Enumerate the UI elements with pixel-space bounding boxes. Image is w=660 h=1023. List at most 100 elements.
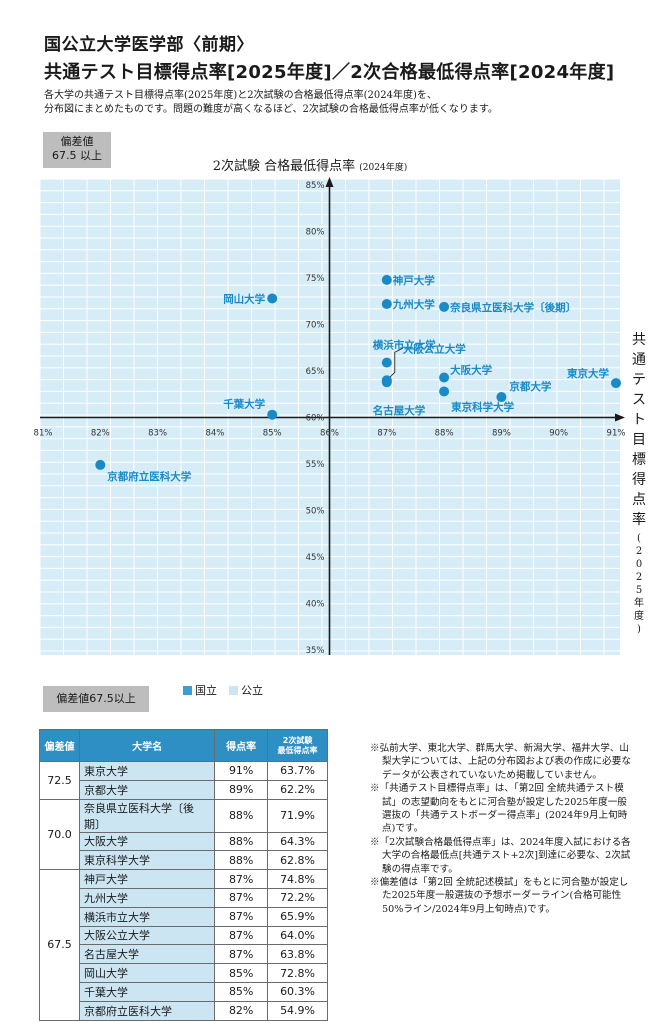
- footnote: ※弘前大学、東北大学、群馬大学、新潟大学、福井大学、山梨大学については、上記の分…: [370, 743, 631, 781]
- legend-public-label: 公立: [241, 684, 263, 697]
- x-tick-label: 86%: [320, 429, 339, 439]
- footnotes: ※弘前大学、東北大学、群馬大学、新潟大学、福井大学、山梨大学については、上記の分…: [370, 742, 632, 916]
- deviation-badge-top: 偏差値 67.5 以上: [43, 132, 111, 168]
- table-row: 大阪公立大学 87% 64.0%: [40, 925, 328, 946]
- data-point: [381, 357, 392, 368]
- cell-second-exam: 64.0%: [267, 925, 328, 946]
- data-point: [439, 301, 450, 312]
- cell-score: 85%: [214, 981, 269, 1002]
- cell-university: 大阪公立大学: [78, 925, 216, 946]
- y-tick-label: 80%: [306, 228, 325, 238]
- cell-university: 大阪大学: [78, 831, 216, 852]
- data-point-label: 千葉大学: [223, 398, 265, 411]
- cell-deviation: 67.5: [39, 869, 80, 1021]
- data-point-label: 大阪公立大学: [403, 342, 466, 355]
- x-tick-label: 88%: [435, 429, 454, 439]
- legend-national-label: 国立: [195, 684, 217, 697]
- scatter-chart: 81% 82% 83% 84% 85% 86% 87% 88% 89% 90% 91% 85% 80% 7…: [34, 177, 626, 656]
- cell-deviation: 70.0: [39, 798, 80, 871]
- data-point-label: 大阪大学: [450, 364, 492, 377]
- page-title: 国公立大学医学部〈前期〉: [44, 35, 254, 55]
- x-tick-label: 89%: [492, 429, 511, 439]
- y-axis-label-main: 共通テスト目標得点率: [632, 332, 646, 528]
- cell-second-exam: 72.2%: [267, 887, 328, 908]
- cell-deviation: 72.5: [39, 761, 80, 800]
- university-table: 偏差値 大学名 得点率 2次試験 最低得点率 72.5 東京大学 91% 63.7% 京…: [39, 729, 328, 1021]
- legend-national: 国立: [183, 682, 217, 698]
- x-tick-label: 83%: [148, 429, 167, 439]
- y-axis-arrow: [325, 177, 334, 187]
- data-point-label: 九州大学: [392, 298, 435, 311]
- footnote: ※偏差値は「第2回 全統記述模試」をもとに河合塾が設定した2025年度一般選抜の…: [370, 877, 629, 915]
- description: 各大学の共通テスト目標得点率(2025年度)と2次試験の合格最低得点率(2024…: [44, 89, 644, 117]
- cell-second-exam: 63.7%: [267, 761, 328, 781]
- cell-second-exam: 63.8%: [267, 944, 328, 965]
- cell-second-exam: 54.9%: [267, 1000, 328, 1021]
- table-row: 67.5 神戸大学 87% 74.8%: [39, 869, 328, 1021]
- cell-university: 奈良県立医科大学〔後期〕: [78, 798, 216, 833]
- deviation-badge-bottom: 偏差値67.5以上: [43, 686, 149, 712]
- x-tick-label: 81%: [34, 429, 53, 439]
- data-point-label: 東京大学: [567, 367, 609, 380]
- data-point: [611, 378, 621, 389]
- cell-score: 85%: [214, 963, 269, 983]
- y-tick-label: 45%: [306, 553, 325, 563]
- y-tick-label: 35%: [306, 646, 325, 656]
- cell-score: 91%: [214, 761, 269, 781]
- table-row: 東京科学大学 88% 62.8%: [40, 850, 328, 871]
- data-point: [381, 299, 392, 310]
- cell-university: 千葉大学: [78, 981, 216, 1002]
- data-point: [439, 386, 450, 397]
- cell-second-exam: 65.9%: [267, 906, 328, 927]
- description-line-2: 分布図にまとめたものです。問題の難度が高くなるほど、2次試験の合格最低得点率が低…: [44, 104, 498, 115]
- table-body: 72.5 東京大学 91% 63.7% 京都大学 89% 62.2% 70.0 奈良県立医科大学…: [39, 761, 328, 1021]
- cell-score: 87%: [214, 869, 269, 889]
- data-point: [381, 377, 392, 388]
- cell-university: 京都府立医科大学: [78, 1000, 216, 1021]
- cell-second-exam: 74.8%: [267, 869, 328, 889]
- x-tick-label: 91%: [607, 429, 626, 439]
- y-tick-label: 40%: [306, 600, 325, 610]
- cell-university: 岡山大学: [78, 963, 216, 983]
- cell-second-exam: 72.8%: [267, 963, 328, 983]
- table-row: 横浜市立大学 87% 65.9%: [40, 906, 328, 927]
- data-point: [95, 459, 106, 470]
- y-tick-label: 65%: [306, 367, 325, 377]
- data-point: [267, 293, 278, 304]
- cell-score: 87%: [214, 906, 269, 927]
- x-tick-label: 90%: [549, 429, 568, 439]
- cell-university: 東京科学大学: [78, 850, 216, 871]
- deviation-badge-line-1: 偏差値: [60, 135, 94, 148]
- cell-score: 87%: [214, 925, 269, 946]
- y-tick-label: 60%: [306, 414, 325, 424]
- x-tick-label: 85%: [263, 429, 282, 439]
- legend-public-swatch: [229, 686, 238, 695]
- data-point: [267, 409, 278, 420]
- cell-second-exam: 62.2%: [267, 779, 328, 800]
- cell-second-exam: 64.3%: [267, 831, 328, 852]
- table-row: 九州大学 87% 72.2%: [40, 887, 328, 908]
- x-tick-label: 87%: [377, 429, 396, 439]
- data-point: [496, 392, 507, 403]
- cell-score: 89%: [214, 779, 269, 800]
- cell-second-exam: 71.9%: [267, 798, 328, 833]
- cell-second-exam: 60.3%: [267, 981, 328, 1002]
- cell-score: 88%: [214, 850, 269, 871]
- table-row: 千葉大学 85% 60.3%: [40, 981, 328, 1002]
- header-second-exam: 2次試験 最低得点率: [267, 729, 328, 762]
- header-score: 得点率: [214, 729, 269, 762]
- x-tick-label: 82%: [91, 429, 110, 439]
- table-row: 京都府立医科大学 82% 54.9%: [40, 1000, 328, 1021]
- y-tick-label: 85%: [306, 181, 325, 191]
- cell-second-exam: 62.8%: [267, 850, 328, 871]
- cell-university: 名古屋大学: [78, 944, 216, 965]
- cell-score: 88%: [214, 831, 269, 852]
- y-tick-label: 55%: [306, 460, 325, 470]
- table-row: 名古屋大学 87% 63.8%: [40, 944, 328, 965]
- page-subtitle: 共通テスト目標得点率[2025年度]／2次合格最低得点率[2024年度]: [44, 62, 615, 83]
- cell-score: 88%: [214, 798, 269, 833]
- header-university: 大学名: [78, 729, 216, 762]
- table-row: 72.5 東京大学 91% 63.7%: [39, 761, 328, 800]
- cell-score: 87%: [214, 887, 269, 908]
- data-point-label: 京都府立医科大学: [107, 470, 191, 483]
